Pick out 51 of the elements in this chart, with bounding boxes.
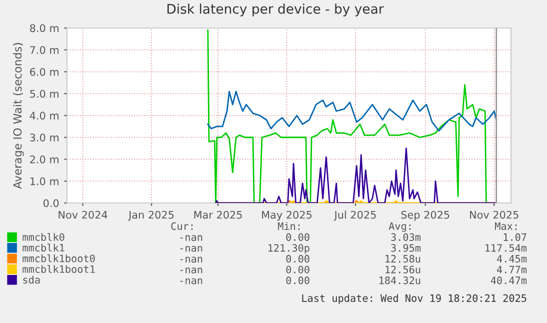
line-series — [207, 29, 487, 203]
text: -nan — [180, 278, 202, 284]
text: 0.00 — [286, 276, 310, 284]
text: Cur: — [171, 222, 193, 230]
text: Avg: — [388, 222, 411, 232]
x-tick-label: Mar 2025 — [194, 210, 242, 219]
y-tick-label: 0.0 — [43, 199, 59, 208]
y-tick-label: 5.0 m — [30, 90, 58, 98]
text: 3.95m — [391, 244, 421, 252]
y-tick-label: 4.0 m — [30, 112, 58, 120]
line-series — [207, 90, 498, 132]
y-tick-label: 1.0 m — [30, 177, 58, 186]
y-tick-label: 7.0 m — [30, 46, 58, 54]
text: 0.00 — [286, 233, 310, 241]
text: 12.56u — [386, 266, 420, 274]
legend-label: mmcblk1boot1 — [22, 265, 95, 273]
x-tick-label: Jul 2025 — [334, 210, 376, 221]
text: 4.77m — [496, 266, 527, 274]
y-tick-label: 6.0 m — [30, 68, 58, 76]
y-axis-title: Average IO Wait (seconds) — [13, 43, 24, 189]
y-tick-label: 2.0 m — [30, 155, 58, 164]
x-tick-label: May 2025 — [262, 210, 312, 221]
text: 1.07 — [504, 233, 526, 241]
text: 184.32u — [379, 276, 420, 284]
text: 12.58u — [386, 254, 420, 263]
legend-label: mmcblk1boot0 — [22, 254, 95, 262]
x-tick-label: Nov 2024 — [58, 210, 108, 219]
text: Min: — [278, 222, 300, 230]
chart-title: Disk latency per device - by year — [167, 4, 384, 16]
legend-label: sda — [23, 276, 40, 284]
legend-label: mmcblk0 — [22, 233, 64, 241]
x-tick-label: Sep 2025 — [401, 210, 450, 221]
text: 3.03m — [391, 233, 421, 241]
y-tick-label: 3.0 m — [30, 134, 58, 142]
text: 117.54m — [485, 244, 527, 252]
text: 121.30p — [268, 244, 310, 254]
text: 0.00 — [286, 266, 310, 274]
text: -nan — [180, 235, 202, 241]
x-tick-label: Jan 2025 — [128, 210, 174, 221]
text: 4.45m — [496, 255, 527, 263]
line-series — [215, 148, 498, 203]
text: 0.00 — [286, 254, 310, 263]
text: Last update: Wed Nov 19 18:20:21 2025 — [302, 294, 526, 304]
legend-label: mmcblk1 — [22, 244, 64, 252]
y-tick-label: 8.0 m — [30, 24, 58, 32]
text: -nan — [180, 256, 202, 263]
text: -nan — [180, 246, 202, 252]
x-tick-label: Nov 2025 — [470, 210, 518, 219]
text: 40.47m — [490, 276, 527, 284]
text: Max: — [495, 222, 517, 230]
text: -nan — [180, 268, 202, 274]
